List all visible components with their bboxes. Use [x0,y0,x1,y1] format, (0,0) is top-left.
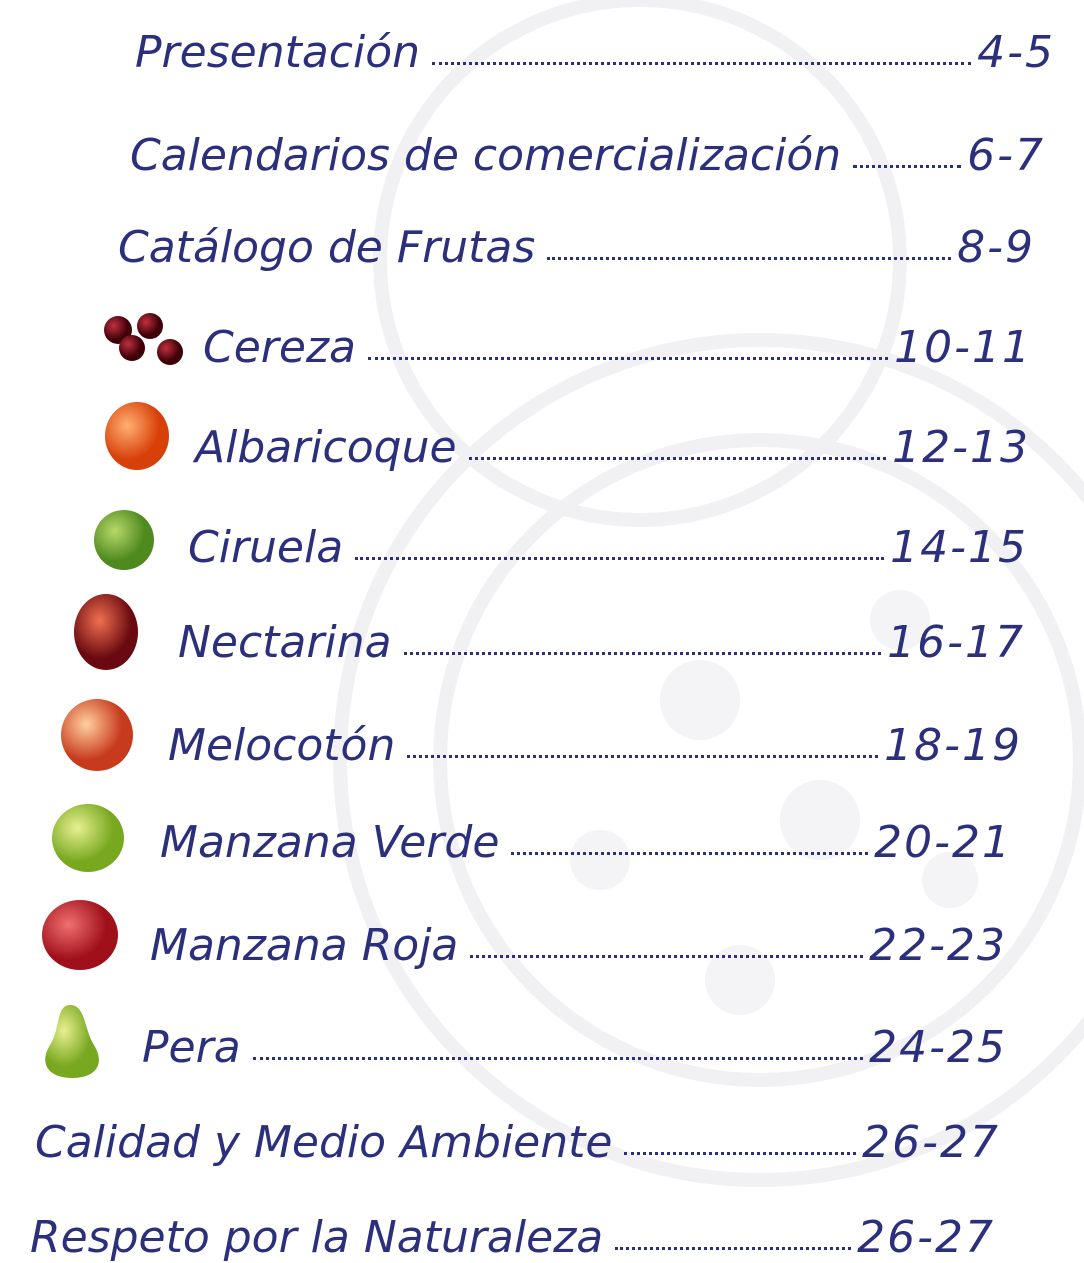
entry-title: Catálogo de Frutas [118,222,536,273]
toc-entry: Calidad y Medio Ambiente 26-27 [35,1105,1000,1165]
page-range: 20-21 [874,817,1012,868]
entry-title: Presentación [135,27,421,78]
apricot-icon [105,402,169,470]
entry-title: Respeto por la Naturaleza [30,1212,604,1263]
entry-title: Albaricoque [195,422,457,473]
dot-leader [368,357,889,360]
dot-leader [615,1247,852,1250]
toc-entry: Melocotón 18-19 [168,708,1022,768]
page-range: 26-27 [862,1117,1000,1168]
green-apple-icon [52,804,124,872]
dot-leader [468,457,887,460]
entry-title: Calendarios de comercialización [130,130,842,181]
entry-title: Calidad y Medio Ambiente [35,1117,613,1168]
dot-leader [252,1057,864,1060]
cherry-icon [104,313,183,365]
page-range: 18-19 [884,720,1022,771]
toc-entry: Calendarios de comercialización 6-7 [130,118,1045,178]
dot-leader [403,652,882,655]
toc-entry: Pera 24-25 [142,1010,1007,1070]
toc-entry: Cereza 10-11 [203,310,1032,370]
page-range: 6-7 [967,130,1045,181]
entry-title: Manzana Verde [160,817,500,868]
nectarine-icon [74,594,138,670]
page-range: 4-5 [977,27,1055,78]
pear-icon [45,1005,99,1078]
dot-leader [511,852,869,855]
dot-leader [624,1152,857,1155]
toc-entry: Ciruela 14-15 [188,510,1028,570]
toc-entry: Manzana Verde 20-21 [160,805,1012,865]
dot-leader [470,955,864,958]
page-range: 22-23 [869,920,1007,971]
toc-entry: Manzana Roja 22-23 [150,908,1007,968]
red-apple-icon [42,900,118,970]
entry-title: Cereza [203,322,357,373]
entry-title: Ciruela [188,522,344,573]
toc-entry: Catálogo de Frutas 8-9 [118,210,1035,270]
page-range: 16-17 [887,617,1025,668]
decoration-dots [570,590,978,1015]
page-range: 12-13 [892,422,1030,473]
entry-title: Pera [142,1022,241,1073]
dot-leader [547,257,952,260]
page-range: 8-9 [957,222,1035,273]
page-range: 14-15 [890,522,1028,573]
dot-leader [853,165,962,168]
toc-entry: Albaricoque 12-13 [195,410,1030,470]
page-range: 10-11 [894,322,1032,373]
decoration [333,0,1084,1187]
toc-entry: Nectarina 16-17 [178,605,1025,665]
page-range: 26-27 [857,1212,995,1263]
toc-entry: Respeto por la Naturaleza 26-27 [30,1200,995,1260]
page-range: 24-25 [869,1022,1007,1073]
toc-entry: Presentación 4-5 [135,15,1055,75]
plum-icon [94,510,154,570]
dot-leader [355,557,885,560]
peach-icon [61,699,133,771]
entry-title: Manzana Roja [150,920,459,971]
dot-leader [432,62,972,65]
entry-title: Nectarina [178,617,392,668]
entry-title: Melocotón [168,720,396,771]
dot-leader [407,755,879,758]
